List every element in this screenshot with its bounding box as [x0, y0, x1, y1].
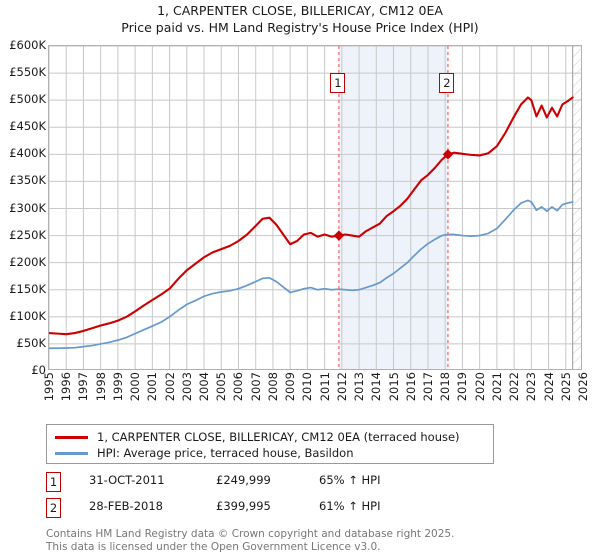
y-tick-label: £0 — [31, 363, 46, 377]
legend-swatch-price-paid — [55, 435, 88, 439]
sale-marker-2: 2 — [46, 498, 61, 518]
x-tick-label: 2015 — [386, 372, 401, 402]
title-line-2: Price paid vs. HM Land Registry's House … — [121, 20, 479, 35]
y-tick-label: £350K — [9, 173, 46, 188]
x-tick-label: 2002 — [162, 372, 177, 402]
x-tick-label: 2016 — [403, 372, 418, 402]
footer-attribution: Contains HM Land Registry data © Crown c… — [46, 528, 586, 553]
chart-marker-1: 1 — [330, 73, 346, 93]
y-tick-label: £600K — [9, 38, 46, 52]
y-tick-label: £550K — [9, 65, 46, 80]
sale-hpi-delta-2: 61% ↑ HPI — [319, 499, 381, 513]
legend-item-hpi: HPI: Average price, terraced house, Basi… — [55, 445, 485, 461]
y-tick-label: £500K — [9, 92, 46, 107]
x-tick-label: 2001 — [145, 372, 160, 402]
y-tick-label: £150K — [9, 281, 46, 296]
x-tick-label: 2011 — [317, 372, 332, 402]
x-tick-label: 2005 — [214, 372, 229, 402]
x-tick-label: 2025 — [558, 372, 573, 402]
y-tick-label: £450K — [9, 119, 46, 134]
x-tick-label: 2024 — [541, 372, 556, 402]
x-tick-label: 2023 — [524, 372, 539, 402]
legend-item-price-paid: 1, CARPENTER CLOSE, BILLERICAY, CM12 0EA… — [55, 429, 485, 445]
x-tick-label: 2013 — [352, 372, 367, 402]
x-tick-label: 1998 — [93, 372, 108, 402]
y-tick-label: £50K — [16, 335, 47, 350]
sale-marker-1: 1 — [46, 472, 61, 492]
x-tick-label: 2020 — [472, 372, 487, 402]
y-tick-label: £200K — [9, 254, 46, 269]
y-tick-label: £300K — [9, 200, 46, 215]
x-tick-label: 2000 — [128, 372, 143, 402]
x-tick-label: 1996 — [59, 372, 74, 402]
x-tick-label: 2014 — [369, 372, 384, 402]
x-tick-label: 2003 — [179, 372, 194, 402]
footer-line-2: This data is licensed under the Open Gov… — [46, 540, 381, 553]
sale-price-1: £249,999 — [216, 473, 271, 487]
plot-canvas — [48, 45, 582, 370]
y-tick-label: £250K — [9, 227, 46, 242]
chart-title: 1, CARPENTER CLOSE, BILLERICAY, CM12 0EA… — [0, 2, 600, 36]
sale-date-2: 28-FEB-2018 — [89, 499, 163, 513]
x-tick-label: 1997 — [76, 372, 91, 402]
x-tick-label: 2012 — [334, 372, 349, 402]
x-tick-label: 2008 — [265, 372, 280, 402]
x-tick-label: 2006 — [231, 372, 246, 402]
x-tick-label: 2018 — [438, 372, 453, 402]
x-tick-label: 2017 — [420, 372, 435, 402]
legend-label-hpi: HPI: Average price, terraced house, Basi… — [97, 446, 354, 460]
table-row: 1 31-OCT-2011 £249,999 65% ↑ HPI — [46, 472, 516, 498]
chart-marker-2: 2 — [439, 73, 455, 93]
table-row: 2 28-FEB-2018 £399,995 61% ↑ HPI — [46, 498, 516, 524]
sales-table: 1 31-OCT-2011 £249,999 65% ↑ HPI 2 28-FE… — [46, 472, 516, 524]
legend-swatch-hpi — [55, 451, 88, 455]
sale-price-2: £399,995 — [216, 499, 271, 513]
plot-svg — [49, 46, 581, 369]
y-tick-label: £400K — [9, 146, 46, 161]
x-tick-label: 1995 — [42, 372, 56, 402]
x-tick-label: 1999 — [110, 372, 125, 402]
x-tick-label: 2007 — [248, 372, 263, 402]
footer-line-1: Contains HM Land Registry data © Crown c… — [46, 528, 455, 540]
x-axis-labels: 1995 1996 1997 1998 1999 2000 2001 2002 2003 2004… — [42, 372, 590, 414]
x-tick-label: 2019 — [455, 372, 470, 402]
x-tick-label: 2009 — [283, 372, 298, 402]
x-tick-label: 2022 — [507, 372, 522, 402]
y-axis-labels: £0 £50K £100K £150K £200K £250K £300K £350K £400… — [0, 38, 47, 377]
x-tick-label: 2004 — [197, 372, 212, 402]
sale-date-1: 31-OCT-2011 — [89, 473, 165, 487]
x-tick-label: 2026 — [576, 372, 590, 402]
sale-hpi-delta-1: 65% ↑ HPI — [319, 473, 381, 487]
title-line-1: 1, CARPENTER CLOSE, BILLERICAY, CM12 0EA — [157, 3, 443, 18]
y-tick-label: £100K — [9, 308, 46, 323]
chart-legend: 1, CARPENTER CLOSE, BILLERICAY, CM12 0EA… — [46, 424, 494, 464]
x-tick-label: 2010 — [300, 372, 315, 402]
x-tick-label: 2021 — [489, 372, 504, 402]
legend-label-price-paid: 1, CARPENTER CLOSE, BILLERICAY, CM12 0EA… — [97, 430, 460, 444]
